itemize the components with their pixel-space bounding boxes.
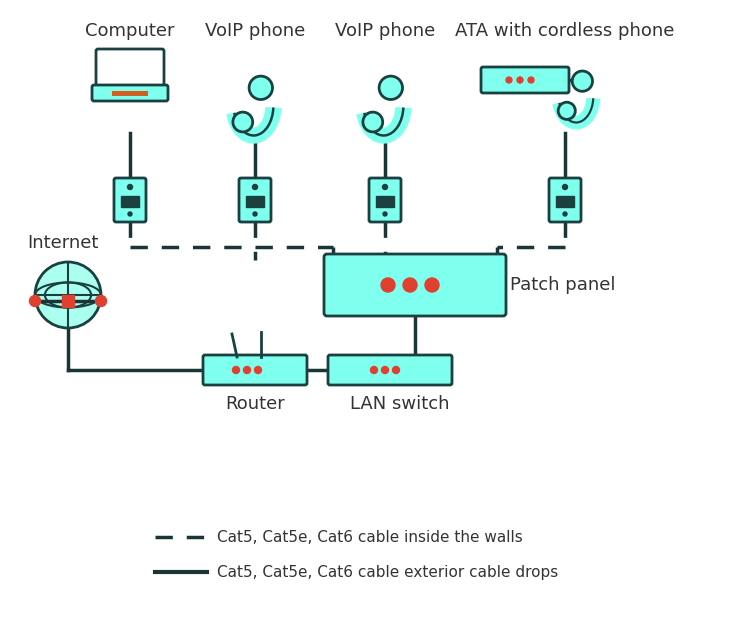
Circle shape	[382, 184, 387, 189]
Circle shape	[383, 212, 387, 216]
FancyBboxPatch shape	[96, 49, 164, 93]
Circle shape	[393, 366, 399, 374]
Text: Router: Router	[225, 395, 285, 413]
Circle shape	[253, 212, 257, 216]
Text: VoIP phone: VoIP phone	[205, 22, 305, 40]
Circle shape	[370, 366, 378, 374]
Circle shape	[363, 112, 383, 132]
Circle shape	[506, 77, 512, 83]
Bar	[121, 196, 139, 207]
Bar	[246, 196, 264, 207]
Circle shape	[253, 184, 258, 189]
Text: LAN switch: LAN switch	[350, 395, 450, 413]
Circle shape	[425, 278, 439, 292]
FancyBboxPatch shape	[369, 178, 401, 222]
Text: Internet: Internet	[28, 234, 98, 252]
Circle shape	[233, 112, 253, 132]
FancyBboxPatch shape	[239, 178, 271, 222]
Bar	[62, 295, 74, 307]
Circle shape	[128, 212, 132, 216]
Text: VoIP phone: VoIP phone	[335, 22, 435, 40]
Circle shape	[232, 366, 239, 374]
Text: ATA with cordless phone: ATA with cordless phone	[455, 22, 675, 40]
FancyBboxPatch shape	[549, 178, 581, 222]
Text: Computer: Computer	[85, 22, 175, 40]
Bar	[556, 196, 574, 207]
Circle shape	[558, 102, 575, 119]
Circle shape	[244, 366, 250, 374]
FancyBboxPatch shape	[324, 254, 506, 316]
Circle shape	[255, 366, 261, 374]
Circle shape	[517, 77, 523, 83]
Circle shape	[562, 184, 568, 189]
Circle shape	[528, 77, 534, 83]
FancyBboxPatch shape	[92, 85, 168, 101]
FancyBboxPatch shape	[203, 355, 307, 385]
Circle shape	[381, 278, 395, 292]
Circle shape	[95, 296, 107, 306]
Bar	[376, 196, 394, 207]
Bar	[112, 91, 148, 96]
Circle shape	[379, 76, 402, 99]
Circle shape	[35, 262, 101, 328]
Circle shape	[381, 366, 388, 374]
Circle shape	[563, 212, 567, 216]
Circle shape	[30, 296, 40, 306]
Circle shape	[572, 71, 592, 91]
FancyBboxPatch shape	[481, 67, 569, 93]
Circle shape	[403, 278, 417, 292]
Circle shape	[249, 76, 273, 99]
Text: Patch panel: Patch panel	[510, 276, 615, 294]
Text: Cat5, Cat5e, Cat6 cable inside the walls: Cat5, Cat5e, Cat6 cable inside the walls	[217, 529, 523, 544]
Text: Cat5, Cat5e, Cat6 cable exterior cable drops: Cat5, Cat5e, Cat6 cable exterior cable d…	[217, 564, 558, 579]
FancyBboxPatch shape	[328, 355, 452, 385]
FancyBboxPatch shape	[114, 178, 146, 222]
Circle shape	[127, 184, 133, 189]
